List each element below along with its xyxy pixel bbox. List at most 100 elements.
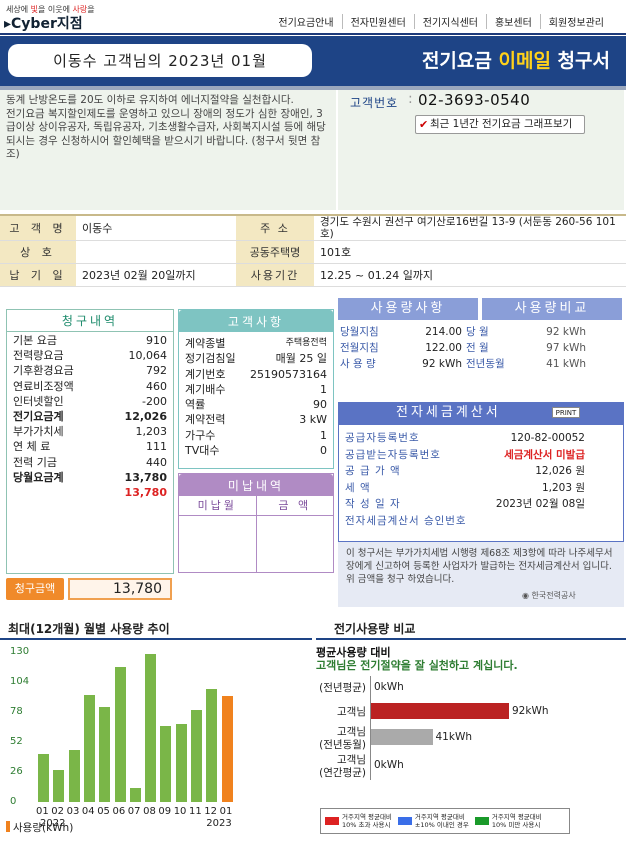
usage-bar (99, 707, 111, 802)
usage-bar (114, 667, 126, 802)
chart2-underline (316, 638, 626, 640)
usage-bar (129, 788, 141, 802)
tax-row-label: 전자세금계산서 승인번호 (345, 514, 467, 527)
customer-row: 계기배수 1 (179, 382, 333, 397)
customer-number: 02-3693-0540 (418, 91, 531, 109)
usage-right-value: 92 kWh (546, 326, 586, 338)
total-label: 청구금액 (6, 578, 64, 600)
unpaid-month-header: 미납월 (179, 496, 257, 515)
customer-details: 고객사항 계약종별 주택용전력 정기검침일 매월 25 일 계기번호 2519057316… (178, 309, 334, 469)
bill-extra-amount: 13,780 (124, 485, 167, 499)
x-tick-label: 10 (173, 806, 187, 817)
tax-row: 공급자등록번호 120-82-00052 (345, 430, 585, 447)
bill-row-value: 10,064 (128, 349, 168, 363)
customer-row: 계약전력 3 kW (179, 412, 333, 427)
x-tick-label: 08 (143, 806, 156, 817)
customer-row-label: 계기번호 (185, 367, 226, 381)
nav-item-civil[interactable]: 전자민원센터 (341, 14, 414, 29)
y-tick-label: 130 (10, 646, 30, 657)
customer-info-table: 고 객 명 이동수 주 소 경기도 수원시 권선구 여기산로16번길 13-9 … (0, 214, 626, 287)
monthly-usage-chart: 0 26 52 78 104 130 01 02 03 04 05 06 07 08 09 10 11 12 01 2… (0, 640, 312, 830)
bill-row-value: 910 (146, 334, 167, 347)
header-underline (0, 86, 626, 90)
bill-row: 부가가치세 1,203 (7, 424, 173, 439)
due-label: 납 기 일 (0, 263, 76, 287)
phone-box (338, 90, 624, 210)
usage-left-value: 214.00 (425, 326, 462, 338)
tax-row-label: 작 성 일 자 (345, 498, 401, 510)
legend-swatch (397, 817, 412, 825)
usage-right-value: 97 kWh (546, 342, 586, 354)
tab-usage-compare[interactable]: 사용량비교 (482, 298, 622, 320)
x-tick-label: 02 (51, 806, 65, 817)
print-button[interactable]: PRINT (552, 407, 580, 418)
address: 경기도 수원시 권선구 여기산로16번길 13-9 (서둔동 260-56 10… (314, 216, 626, 241)
legend-swatch (474, 817, 489, 825)
customer-row: 역률 90 (179, 397, 333, 412)
bill-row-label: 부가가치세 (13, 425, 64, 439)
usage-bar (221, 695, 233, 802)
y-tick-label: 104 (10, 676, 30, 687)
customer-row: 계기번호 25190573164 (179, 367, 333, 382)
customer-row-value: 0 (320, 444, 327, 458)
customer-row-value: 25190573164 (250, 367, 327, 381)
compare-bar (371, 729, 433, 745)
x-tick-label: 04 (81, 806, 95, 817)
usage-left-value: 92 kWh (422, 358, 462, 370)
customer-row-value: 주택용전력 (285, 338, 327, 348)
x-tick-label: 07 (127, 806, 141, 817)
year-label-2022: 2022 (40, 818, 66, 829)
usage-panel: 당월지침 214.00 전월지침 122.00 사 용 량 92 kWh 당 월 92 kWh… (338, 322, 624, 380)
customer-title: 이동수 고객님의 2023년 01월 (8, 44, 312, 77)
bill-row: 전기요금계 12,026 (7, 409, 173, 424)
nav-item-pr[interactable]: 홍보센터 (485, 14, 540, 29)
compare-legend: 거주지역 평균대비 10% 초과 사용시 거주지역 평균대비 ±10% 이내인 경… (320, 808, 570, 834)
compare-subtitle: 평균사용량 대비 (316, 646, 391, 659)
graph-button[interactable]: ✔ 최근 1년간 전기요금 그래프보기 (415, 115, 585, 134)
tax-row-value: 1,203 원 (541, 481, 585, 494)
compare-axis (370, 676, 371, 780)
customer-row-label: TV대수 (185, 444, 220, 458)
bill-row-label: 전력 기금 (13, 455, 57, 469)
tax-row-label: 공급자등록번호 (345, 432, 420, 444)
unit (76, 240, 236, 264)
bill-row-label: 전기요금계 (13, 409, 64, 423)
monthly-chart-title: 최대(12개월) 월별 사용량 추이 (8, 622, 170, 636)
slogan-love: 사랑 (72, 5, 88, 14)
usage-bar (175, 723, 187, 802)
customer-row-label: 계약종별 (185, 337, 226, 350)
bill-row-label: 인터넷할인 (13, 394, 64, 408)
unit-label: 상 호 (0, 240, 76, 264)
bill-row-label: 전력량요금 (13, 349, 64, 363)
x-tick-label: 03 (66, 806, 80, 817)
bill-row: 기후환경요금 792 (7, 363, 173, 378)
y-tick-label: 78 (10, 706, 23, 717)
unpaid-title: 미납내역 (179, 474, 333, 496)
legend-swatch (325, 817, 339, 825)
customer-row-value: 1 (320, 382, 327, 396)
chart1-legend: 사용량(kWh) (6, 820, 73, 835)
x-tick-label: 01 (36, 806, 49, 817)
compare-chart-title: 전기사용량 비교 (334, 622, 416, 636)
unpaid-details: 미납내역 미납월 금 액 (178, 473, 334, 573)
tax-invoice: 공급자등록번호 120-82-00052 공급받는자등록번호 세금계산서 미발급 공 급… (338, 424, 624, 542)
nav-item-knowledge[interactable]: 전기지식센터 (413, 14, 486, 29)
period-label: 사용기간 (236, 263, 314, 287)
customer-row: TV대수 0 (179, 443, 333, 458)
year-label-2023: 2023 (206, 818, 232, 829)
usage-bar (53, 769, 65, 802)
customer-row-label: 정기검침일 (185, 352, 236, 366)
x-tick-label: 06 (112, 806, 126, 817)
bill-row-label: 기후환경요금 (13, 364, 74, 378)
customer-row-value: 매월 25 일 (275, 352, 327, 366)
compare-message: 고객님은 전기절약을 잘 실천하고 계십니다. (316, 659, 518, 672)
nav-item-bill-info[interactable]: 전기요금안내 (278, 18, 334, 29)
bill-row: 전력 기금 440 (7, 455, 173, 470)
compare-value-label: 41kWh (435, 731, 472, 743)
logo-slogan: 세상에 빛을 이웃에 사랑을 (6, 5, 95, 14)
logo[interactable]: ▸Cyber지점 (4, 16, 83, 32)
nav-item-member[interactable]: 회원정보관리 (539, 14, 612, 29)
tab-usage[interactable]: 사용량사항 (338, 298, 478, 320)
bill-row-value: 460 (146, 379, 167, 393)
customer-row-label: 가구수 (185, 428, 216, 442)
